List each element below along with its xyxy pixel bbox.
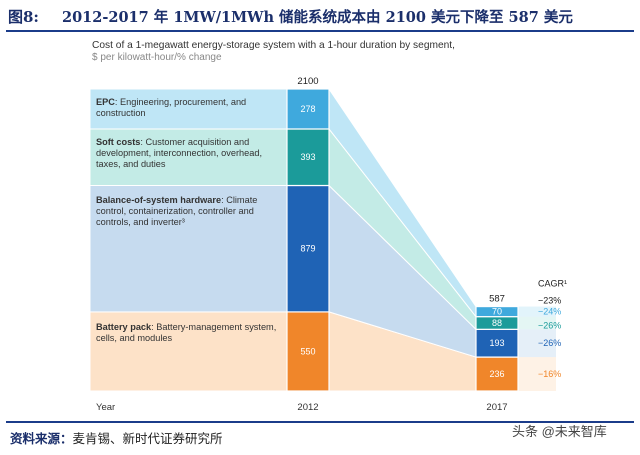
cagr-epc: −24%	[538, 307, 561, 317]
segment-name: Balance-of-system hardware	[96, 195, 222, 205]
figure-header: 图8: 2012-2017 年 1MW/1MWh 储能系统成本由 2100 美元…	[0, 0, 640, 30]
segment-name: EPC	[96, 97, 115, 107]
value-label-epc-2012: 278	[300, 104, 315, 114]
cagr-bos: −26%	[538, 338, 561, 348]
segment-description: Customer acquisition and development, in…	[96, 137, 262, 169]
figure-title: 2012-2017 年 1MW/1MWh 储能系统成本由 2100 美元下降至 …	[62, 9, 573, 26]
value-label-battery-2017: 236	[489, 369, 504, 379]
segment-description: Engineering, procurement, and constructi…	[96, 97, 247, 118]
band-soft	[89, 128, 288, 186]
total-label-2017: 587	[489, 294, 505, 305]
band-epc	[89, 88, 288, 130]
top-rule	[6, 30, 634, 32]
chart-subtitle: $ per kilowatt-hour/% change	[92, 52, 222, 63]
x-tick-2012: 2012	[297, 402, 318, 413]
band-battery	[89, 311, 288, 392]
watermark: 头条 @未来智库	[512, 424, 607, 439]
cagr-total: −23%	[538, 296, 561, 306]
segment-label-bos: Balance-of-system hardware: Climate cont…	[96, 195, 258, 227]
segment-description: Battery-management system, cells, and mo…	[96, 322, 277, 343]
figure-label: 图8:	[8, 8, 39, 26]
bottom-rule	[6, 421, 634, 423]
bar-soft-2012	[286, 128, 330, 187]
cagr-battery: −16%	[538, 369, 561, 379]
value-label-bos-2017: 193	[489, 338, 504, 348]
chart-title: Cost of a 1-megawatt energy-storage syst…	[92, 40, 455, 51]
bar-battery-2012	[286, 311, 330, 392]
value-label-epc-2017: 70	[492, 307, 502, 317]
segment-label-battery: Battery pack: Battery-management system,…	[96, 322, 277, 343]
bar-epc-2017	[475, 305, 519, 318]
bar-epc-2012	[286, 88, 330, 130]
value-label-soft-2012: 393	[300, 152, 315, 162]
total-label-2012: 2100	[297, 76, 318, 87]
band-right-battery	[518, 357, 556, 391]
segment-label-soft: Soft costs: Customer acquisition and dev…	[96, 137, 262, 169]
x-axis-label: Year	[96, 402, 115, 413]
cagr-soft: −26%	[538, 320, 561, 330]
source-note: 资料来源：麦肯锡、新时代证券研究所	[10, 428, 223, 447]
x-tick-2017: 2017	[486, 402, 507, 413]
segment-name: Soft costs	[96, 137, 141, 147]
value-label-soft-2017: 88	[492, 318, 502, 328]
segment-description: Climate control, containerization, contr…	[96, 195, 258, 227]
value-label-battery-2012: 550	[300, 346, 315, 356]
band-right-soft	[518, 316, 556, 330]
segment-label-epc: EPC: Engineering, procurement, and const…	[96, 97, 247, 118]
source-label: 资料来源：	[10, 432, 73, 446]
cagr-header: CAGR¹	[538, 279, 567, 289]
value-label-bos-2012: 879	[300, 244, 315, 254]
bar-bos-2012	[286, 184, 330, 313]
band-right-bos	[518, 329, 556, 358]
source-text: 麦肯锡、新时代证券研究所	[72, 432, 223, 446]
band-right-epc	[518, 306, 556, 317]
segment-name: Battery pack	[96, 322, 152, 332]
